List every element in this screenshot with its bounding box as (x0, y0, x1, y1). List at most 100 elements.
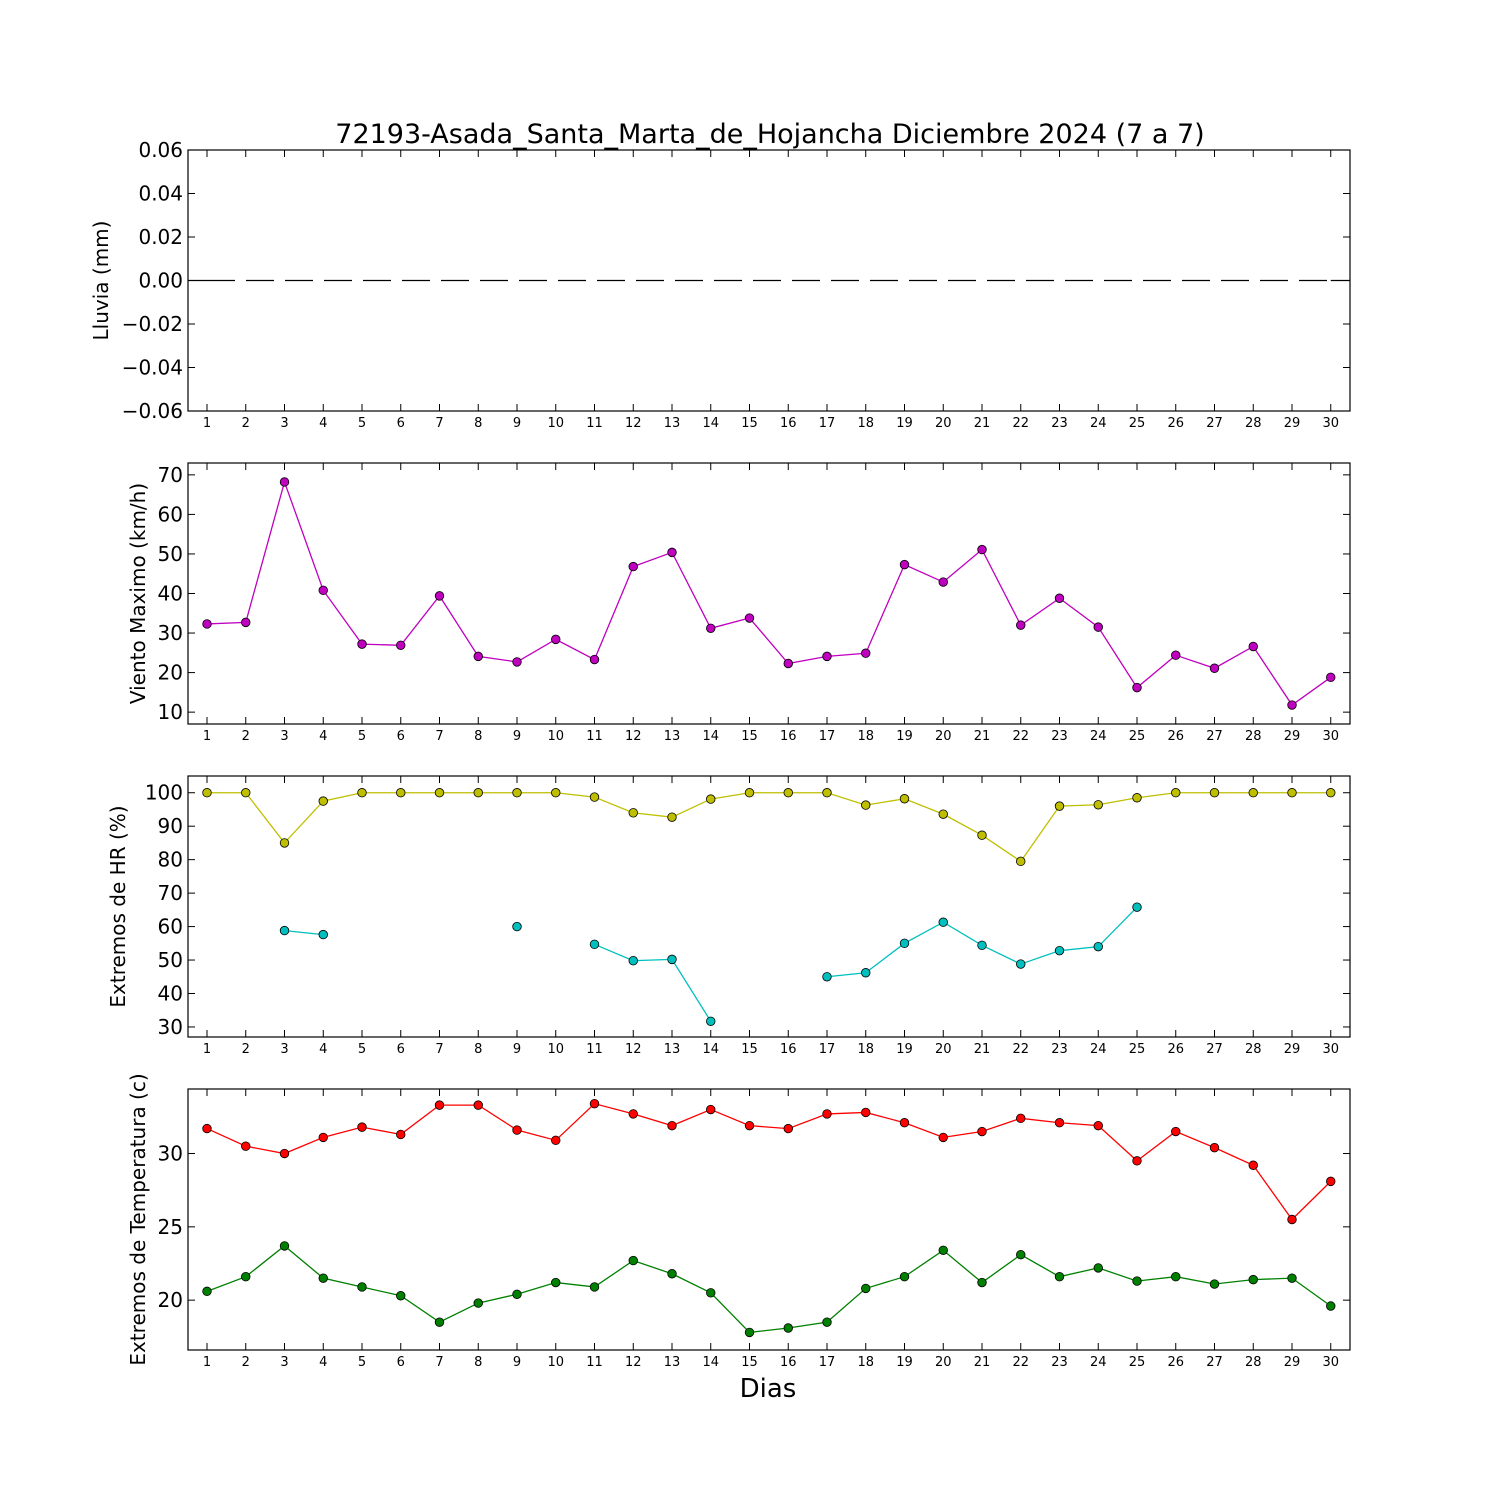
data-point (551, 1277, 561, 1288)
y-tick-label: 0.06 (138, 138, 183, 162)
x-tick-label: 8 (474, 416, 482, 431)
data-point (396, 1291, 406, 1301)
data-point (861, 968, 871, 978)
series-1 (202, 477, 1336, 710)
x-tick-label: 16 (780, 1042, 797, 1057)
x-tick-label: 7 (435, 416, 443, 431)
data-point (667, 547, 677, 558)
x-tick-label: 27 (1206, 1355, 1223, 1370)
data-point (628, 561, 638, 572)
data-point (1132, 682, 1142, 693)
x-tick-label: 10 (547, 416, 564, 431)
x-tick-label: 10 (547, 729, 564, 744)
x-tick-label: 10 (547, 1355, 564, 1370)
data-point (1248, 641, 1258, 652)
data-point (628, 808, 638, 818)
chart-panels: 0.060.040.020.00−0.02−0.04−0.061 2 3 4 5 6 7 8 9… (89, 138, 1351, 1370)
x-tick-label: 16 (780, 416, 797, 431)
data-point (861, 1283, 871, 1294)
y-tick-label: −0.02 (122, 312, 183, 336)
data-point (1171, 1126, 1181, 1137)
x-tick-label: 22 (1012, 1042, 1029, 1057)
data-point (899, 794, 910, 804)
x-tick-label: 22 (1012, 416, 1029, 431)
data-point (1093, 1120, 1103, 1131)
data-point (1016, 856, 1026, 867)
data-point (202, 788, 212, 798)
x-tick-label: 25 (1129, 416, 1146, 431)
data-point (822, 1317, 832, 1327)
x-tick-label: 3 (280, 1355, 288, 1370)
data-point (899, 938, 910, 949)
data-point (589, 654, 600, 665)
data-point (1171, 650, 1181, 660)
data-point (783, 1323, 793, 1333)
x-tick-label: 13 (664, 729, 681, 744)
x-tick-label: 26 (1167, 416, 1184, 431)
data-point (822, 651, 832, 662)
x-tick-label: 1 (203, 1042, 211, 1057)
x-tick-label: 29 (1284, 416, 1301, 431)
data-point (1248, 788, 1258, 798)
y-tick-label: 50 (158, 542, 183, 566)
panel-frame (187, 775, 1351, 1038)
x-tick-label: 29 (1284, 729, 1301, 744)
y-tick-label: −0.06 (122, 399, 183, 423)
x-tick-label: 12 (625, 1355, 642, 1370)
y-tick-label: 40 (158, 582, 183, 606)
y-axis-label: Extremos de HR (%) (106, 805, 130, 1007)
data-point (1132, 1276, 1142, 1286)
data-point (202, 1286, 212, 1297)
x-tick-label: 11 (586, 729, 603, 744)
data-point (667, 1120, 677, 1131)
data-point (279, 838, 290, 848)
x-tick-label: 2 (242, 1355, 250, 1370)
x-tick-label: 5 (358, 1042, 366, 1057)
x-tick-label: 22 (1012, 729, 1029, 744)
data-point (434, 788, 445, 798)
data-point (977, 1126, 987, 1137)
data-point (1016, 959, 1026, 969)
data-point (1248, 1274, 1258, 1285)
x-tick-label: 6 (397, 729, 405, 744)
data-point (279, 477, 290, 487)
data-point (706, 1016, 716, 1026)
x-tick-label: 26 (1167, 729, 1184, 744)
data-point (706, 794, 716, 804)
data-point (628, 1109, 638, 1119)
data-point (938, 1132, 948, 1143)
data-point (589, 1282, 600, 1292)
y-tick-label: 50 (158, 948, 183, 972)
data-point (279, 1148, 290, 1159)
data-point (938, 917, 948, 927)
x-tick-label: 21 (974, 1042, 991, 1057)
data-point (1054, 1118, 1065, 1128)
x-tick-label: 18 (857, 1042, 874, 1057)
x-tick-label: 11 (586, 1355, 603, 1370)
x-tick-label: 17 (819, 729, 836, 744)
x-tick-label: 16 (780, 729, 797, 744)
data-point (241, 1141, 251, 1151)
x-tick-label: 21 (974, 416, 991, 431)
x-tick-label: 14 (702, 729, 719, 744)
panel-1: 0.060.040.020.00−0.02−0.04−0.061 2 3 4 5 6 7 8 9… (89, 138, 1351, 431)
x-tick-label: 24 (1090, 416, 1107, 431)
y-tick-label: 30 (158, 621, 183, 645)
data-point (977, 830, 987, 840)
data-point (473, 651, 483, 662)
x-tick-label: 9 (513, 1042, 521, 1057)
x-tick-label: 4 (319, 1042, 327, 1057)
y-tick-label: 10 (158, 700, 183, 724)
data-point (1054, 1271, 1065, 1282)
x-tick-label: 13 (664, 1355, 681, 1370)
data-point (1248, 1160, 1258, 1170)
data-point (1326, 788, 1336, 798)
x-tick-label: 1 (203, 416, 211, 431)
data-point (357, 1122, 367, 1132)
data-point (241, 788, 251, 798)
data-point (1093, 1263, 1103, 1273)
x-tick-label: 12 (625, 416, 642, 431)
y-tick-label: 30 (158, 1015, 183, 1039)
x-tick-label: 30 (1322, 1355, 1339, 1370)
x-tick-label: 11 (586, 416, 603, 431)
